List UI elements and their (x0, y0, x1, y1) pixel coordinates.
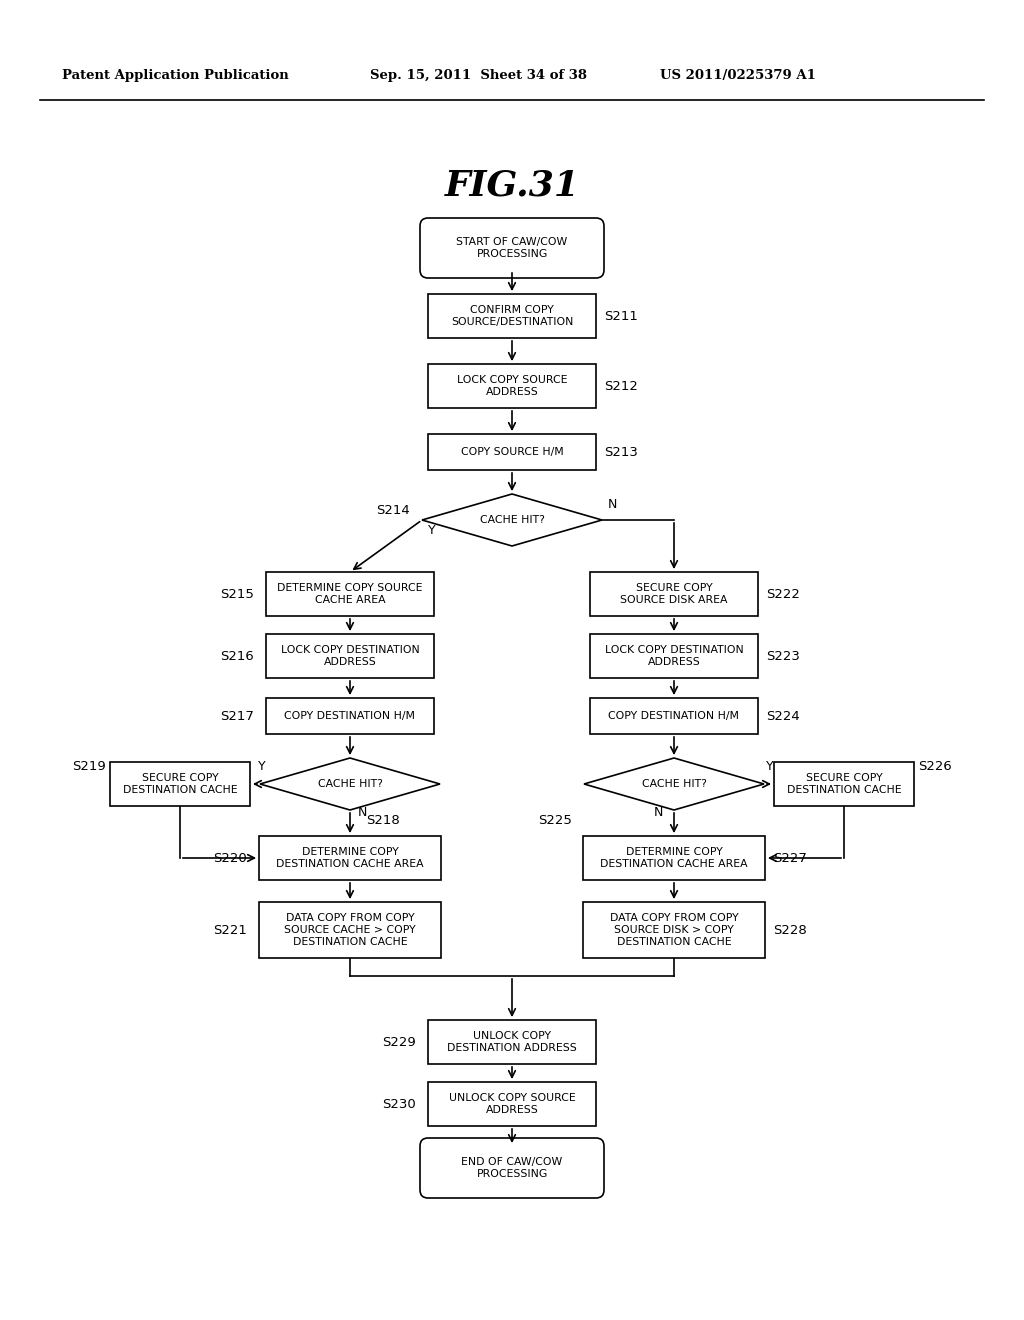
Text: SECURE COPY
DESTINATION CACHE: SECURE COPY DESTINATION CACHE (123, 774, 238, 795)
Text: Sep. 15, 2011  Sheet 34 of 38: Sep. 15, 2011 Sheet 34 of 38 (370, 69, 587, 82)
Text: CACHE HIT?: CACHE HIT? (642, 779, 707, 789)
Text: S224: S224 (766, 710, 800, 722)
Text: DETERMINE COPY SOURCE
CACHE AREA: DETERMINE COPY SOURCE CACHE AREA (278, 583, 423, 605)
FancyBboxPatch shape (266, 572, 434, 616)
FancyBboxPatch shape (259, 902, 441, 958)
Text: S229: S229 (382, 1035, 416, 1048)
FancyBboxPatch shape (266, 634, 434, 678)
Text: S217: S217 (220, 710, 254, 722)
Polygon shape (260, 758, 440, 810)
Text: S226: S226 (918, 759, 951, 772)
Text: S219: S219 (72, 759, 105, 772)
FancyBboxPatch shape (774, 762, 914, 807)
Text: Y: Y (428, 524, 435, 537)
FancyBboxPatch shape (590, 634, 758, 678)
Text: S216: S216 (220, 649, 254, 663)
FancyBboxPatch shape (420, 218, 604, 279)
Text: DATA COPY FROM COPY
SOURCE CACHE > COPY
DESTINATION CACHE: DATA COPY FROM COPY SOURCE CACHE > COPY … (285, 913, 416, 946)
FancyBboxPatch shape (428, 294, 596, 338)
Text: S220: S220 (213, 851, 247, 865)
Text: N: N (608, 498, 617, 511)
Text: Y: Y (258, 760, 265, 774)
Polygon shape (422, 494, 602, 546)
FancyBboxPatch shape (428, 1082, 596, 1126)
Text: CACHE HIT?: CACHE HIT? (317, 779, 382, 789)
FancyBboxPatch shape (590, 572, 758, 616)
FancyBboxPatch shape (590, 698, 758, 734)
Text: COPY DESTINATION H/M: COPY DESTINATION H/M (285, 711, 416, 721)
Text: S215: S215 (220, 587, 254, 601)
Text: COPY SOURCE H/M: COPY SOURCE H/M (461, 447, 563, 457)
Text: LOCK COPY DESTINATION
ADDRESS: LOCK COPY DESTINATION ADDRESS (604, 645, 743, 667)
FancyBboxPatch shape (583, 836, 765, 880)
Text: US 2011/0225379 A1: US 2011/0225379 A1 (660, 69, 816, 82)
Text: S230: S230 (382, 1097, 416, 1110)
FancyBboxPatch shape (583, 902, 765, 958)
Text: S225: S225 (538, 813, 571, 826)
Text: S227: S227 (773, 851, 807, 865)
Text: SECURE COPY
DESTINATION CACHE: SECURE COPY DESTINATION CACHE (786, 774, 901, 795)
FancyBboxPatch shape (420, 1138, 604, 1199)
Text: S222: S222 (766, 587, 800, 601)
Text: S212: S212 (604, 380, 638, 392)
FancyBboxPatch shape (428, 364, 596, 408)
Text: S213: S213 (604, 446, 638, 458)
Text: S218: S218 (366, 813, 399, 826)
Text: UNLOCK COPY
DESTINATION ADDRESS: UNLOCK COPY DESTINATION ADDRESS (447, 1031, 577, 1053)
FancyBboxPatch shape (266, 698, 434, 734)
Text: CONFIRM COPY
SOURCE/DESTINATION: CONFIRM COPY SOURCE/DESTINATION (451, 305, 573, 327)
Text: DETERMINE COPY
DESTINATION CACHE AREA: DETERMINE COPY DESTINATION CACHE AREA (600, 847, 748, 869)
Text: FIG.31: FIG.31 (444, 168, 580, 202)
Text: START OF CAW/COW
PROCESSING: START OF CAW/COW PROCESSING (457, 238, 567, 259)
Text: N: N (358, 807, 368, 818)
Text: S228: S228 (773, 924, 807, 936)
Text: END OF CAW/COW
PROCESSING: END OF CAW/COW PROCESSING (462, 1158, 562, 1179)
Polygon shape (584, 758, 764, 810)
Text: LOCK COPY SOURCE
ADDRESS: LOCK COPY SOURCE ADDRESS (457, 375, 567, 397)
Text: S221: S221 (213, 924, 247, 936)
Text: UNLOCK COPY SOURCE
ADDRESS: UNLOCK COPY SOURCE ADDRESS (449, 1093, 575, 1115)
Text: LOCK COPY DESTINATION
ADDRESS: LOCK COPY DESTINATION ADDRESS (281, 645, 420, 667)
Text: SECURE COPY
SOURCE DISK AREA: SECURE COPY SOURCE DISK AREA (621, 583, 728, 605)
Text: COPY DESTINATION H/M: COPY DESTINATION H/M (608, 711, 739, 721)
FancyBboxPatch shape (110, 762, 250, 807)
FancyBboxPatch shape (428, 1020, 596, 1064)
Text: N: N (654, 807, 664, 818)
Text: S223: S223 (766, 649, 800, 663)
Text: S211: S211 (604, 309, 638, 322)
FancyBboxPatch shape (428, 434, 596, 470)
Text: Y: Y (766, 760, 773, 774)
Text: DATA COPY FROM COPY
SOURCE DISK > COPY
DESTINATION CACHE: DATA COPY FROM COPY SOURCE DISK > COPY D… (609, 913, 738, 946)
Text: CACHE HIT?: CACHE HIT? (479, 515, 545, 525)
Text: S214: S214 (376, 503, 410, 516)
Text: DETERMINE COPY
DESTINATION CACHE AREA: DETERMINE COPY DESTINATION CACHE AREA (276, 847, 424, 869)
FancyBboxPatch shape (259, 836, 441, 880)
Text: Patent Application Publication: Patent Application Publication (62, 69, 289, 82)
